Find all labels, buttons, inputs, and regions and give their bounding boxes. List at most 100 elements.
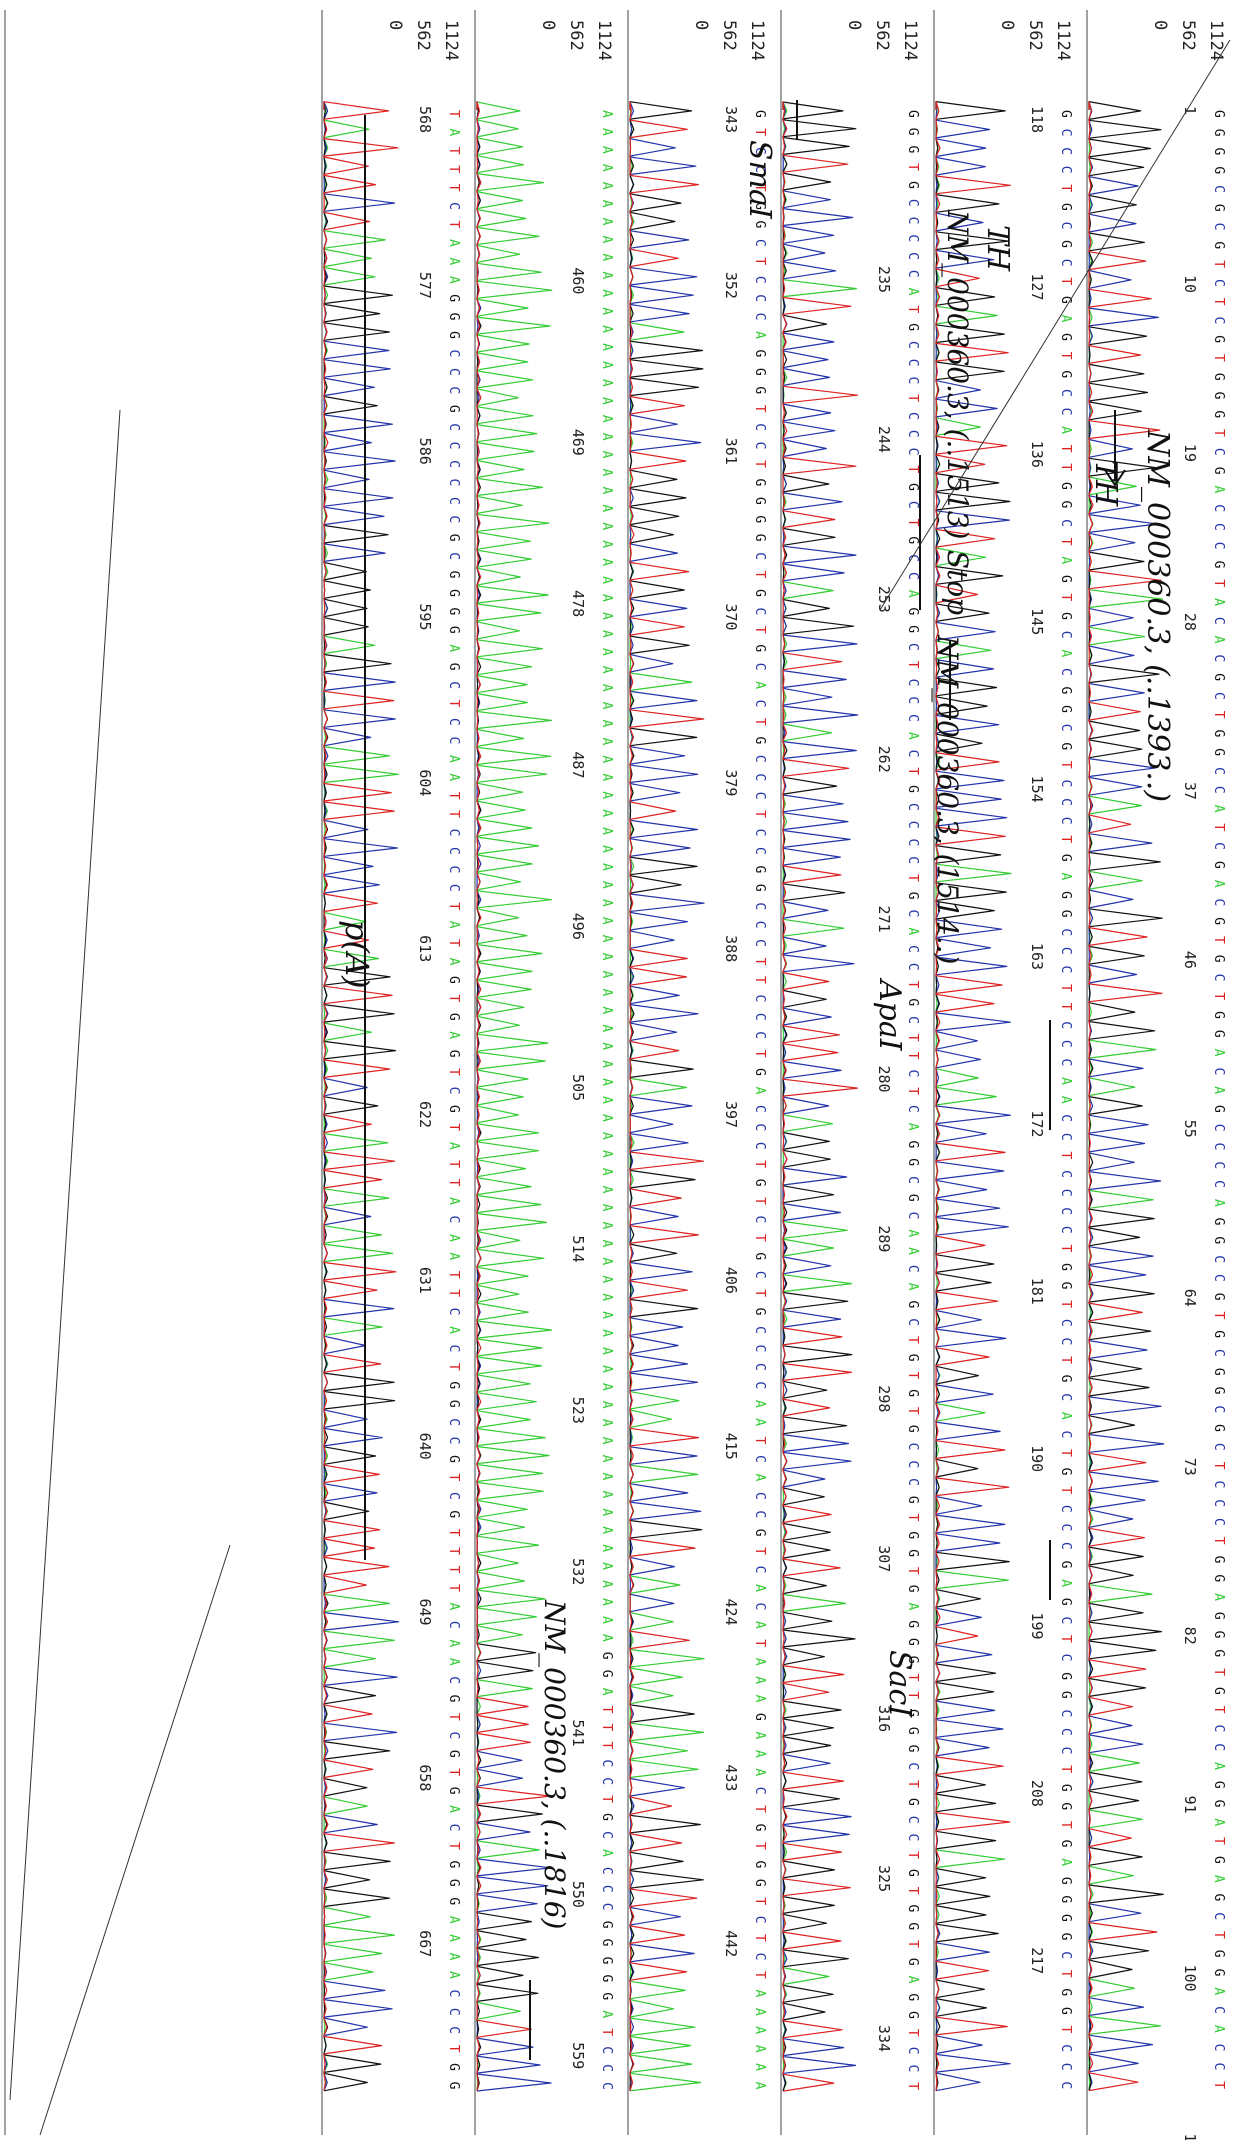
- base-call: A: [752, 2026, 767, 2034]
- base-call: G: [1058, 742, 1073, 750]
- base-call: A: [1211, 1818, 1226, 1826]
- base-call: G: [1058, 687, 1073, 695]
- base-call: G: [1211, 1011, 1226, 1019]
- base-call: T: [752, 1547, 767, 1555]
- base-call: A: [446, 644, 461, 652]
- base-call: A: [599, 522, 614, 530]
- base-call: T: [752, 976, 767, 984]
- base-call: A: [599, 1849, 614, 1857]
- base-call: A: [752, 1658, 767, 1666]
- base-call: T: [905, 1567, 920, 1575]
- base-call: C: [1058, 1747, 1073, 1755]
- base-call: C: [752, 608, 767, 616]
- base-call: A: [599, 146, 614, 154]
- base-call: C: [446, 1989, 461, 1997]
- base-call: G: [1211, 1893, 1226, 1901]
- base-call: T: [1058, 1765, 1073, 1773]
- base-call: A: [1211, 598, 1226, 606]
- base-call: C: [752, 902, 767, 910]
- base-call: T: [752, 1805, 767, 1813]
- trace-T: [323, 101, 399, 2091]
- base-call: G: [1211, 1368, 1226, 1376]
- base-call: A: [599, 827, 614, 835]
- base-call: G: [1211, 1556, 1226, 1564]
- position-label: 82: [1181, 1627, 1199, 1645]
- base-call: A: [599, 1257, 614, 1265]
- base-call: T: [905, 1407, 920, 1415]
- base-call: T: [905, 767, 920, 775]
- base-call: G: [1211, 373, 1226, 381]
- base-call: T: [752, 810, 767, 818]
- base-call: G: [752, 221, 767, 229]
- base-call: G: [1211, 1293, 1226, 1301]
- base-call: A: [446, 1197, 461, 1205]
- base-call: G: [446, 1105, 461, 1113]
- base-call: A: [752, 1621, 767, 1629]
- base-call: G: [1211, 467, 1226, 475]
- y-tick-label: 0: [691, 20, 711, 30]
- base-call: A: [446, 1031, 461, 1039]
- annotation-stop: Stop: [941, 550, 974, 615]
- base-call: G: [752, 202, 767, 210]
- base-call: C: [1058, 1207, 1073, 1215]
- base-call: G: [599, 1939, 614, 1947]
- base-call: C: [446, 736, 461, 744]
- base-call: T: [1211, 429, 1226, 437]
- base-call: A: [599, 1311, 614, 1319]
- base-call: C: [752, 939, 767, 947]
- base-call: C: [905, 714, 920, 722]
- base-call: G: [446, 626, 461, 634]
- base-call: C: [752, 755, 767, 763]
- base-call: A: [599, 558, 614, 566]
- trace-panel-1: 1124 562 0 G G G G C G C G T C T C G T G G G T C G A C C C G T A C A C G C…: [1086, 10, 1226, 2145]
- base-call: G: [752, 1068, 767, 1076]
- base-call: C: [905, 1069, 920, 1077]
- base-call: C: [752, 442, 767, 450]
- base-call: T: [446, 994, 461, 1002]
- base-call: G: [1058, 891, 1073, 899]
- base-call: T: [905, 1087, 920, 1095]
- base-call: A: [599, 1060, 614, 1068]
- base-call: A: [905, 732, 920, 740]
- base-call: T: [905, 1034, 920, 1042]
- base-call: A: [599, 182, 614, 190]
- base-call: G: [905, 146, 920, 154]
- base-call: C: [1058, 519, 1073, 527]
- base-call: C: [1058, 222, 1073, 230]
- base-call: C: [752, 1345, 767, 1353]
- base-call: A: [905, 1976, 920, 1984]
- base-call: A: [752, 1676, 767, 1684]
- base-call: T: [752, 1437, 767, 1445]
- base-call: T: [752, 958, 767, 966]
- base-call: C: [752, 1105, 767, 1113]
- base-call: C: [1211, 1255, 1226, 1263]
- base-call: T: [1058, 835, 1073, 843]
- base-call: T: [752, 1897, 767, 1905]
- base-call: G: [446, 405, 461, 413]
- base-call: G: [1211, 917, 1226, 925]
- base-call: C: [599, 1831, 614, 1839]
- base-call: C: [446, 368, 461, 376]
- base-call: G: [1058, 501, 1073, 509]
- base-call: G: [446, 976, 461, 984]
- base-call: C: [1058, 1114, 1073, 1122]
- base-call: G: [1058, 1784, 1073, 1792]
- base-call: A: [599, 1401, 614, 1409]
- base-call: T: [1211, 711, 1226, 719]
- base-call: A: [446, 1639, 461, 1647]
- base-call: A: [752, 2063, 767, 2071]
- base-call: C: [1211, 2062, 1226, 2070]
- base-call: A: [599, 128, 614, 136]
- position-label: 154: [1028, 776, 1046, 803]
- base-call: C: [446, 1676, 461, 1684]
- position-label: 280: [875, 1065, 893, 1092]
- base-call: A: [599, 433, 614, 441]
- base-call: T: [752, 184, 767, 192]
- base-call: T: [752, 1639, 767, 1647]
- base-call: A: [599, 845, 614, 853]
- base-call: A: [599, 1473, 614, 1481]
- base-call: T: [446, 939, 461, 947]
- annotation-nm-1393: NM_000360.3, (..1393..): [1140, 429, 1175, 802]
- base-call: C: [752, 1271, 767, 1279]
- base-call: A: [905, 1603, 920, 1611]
